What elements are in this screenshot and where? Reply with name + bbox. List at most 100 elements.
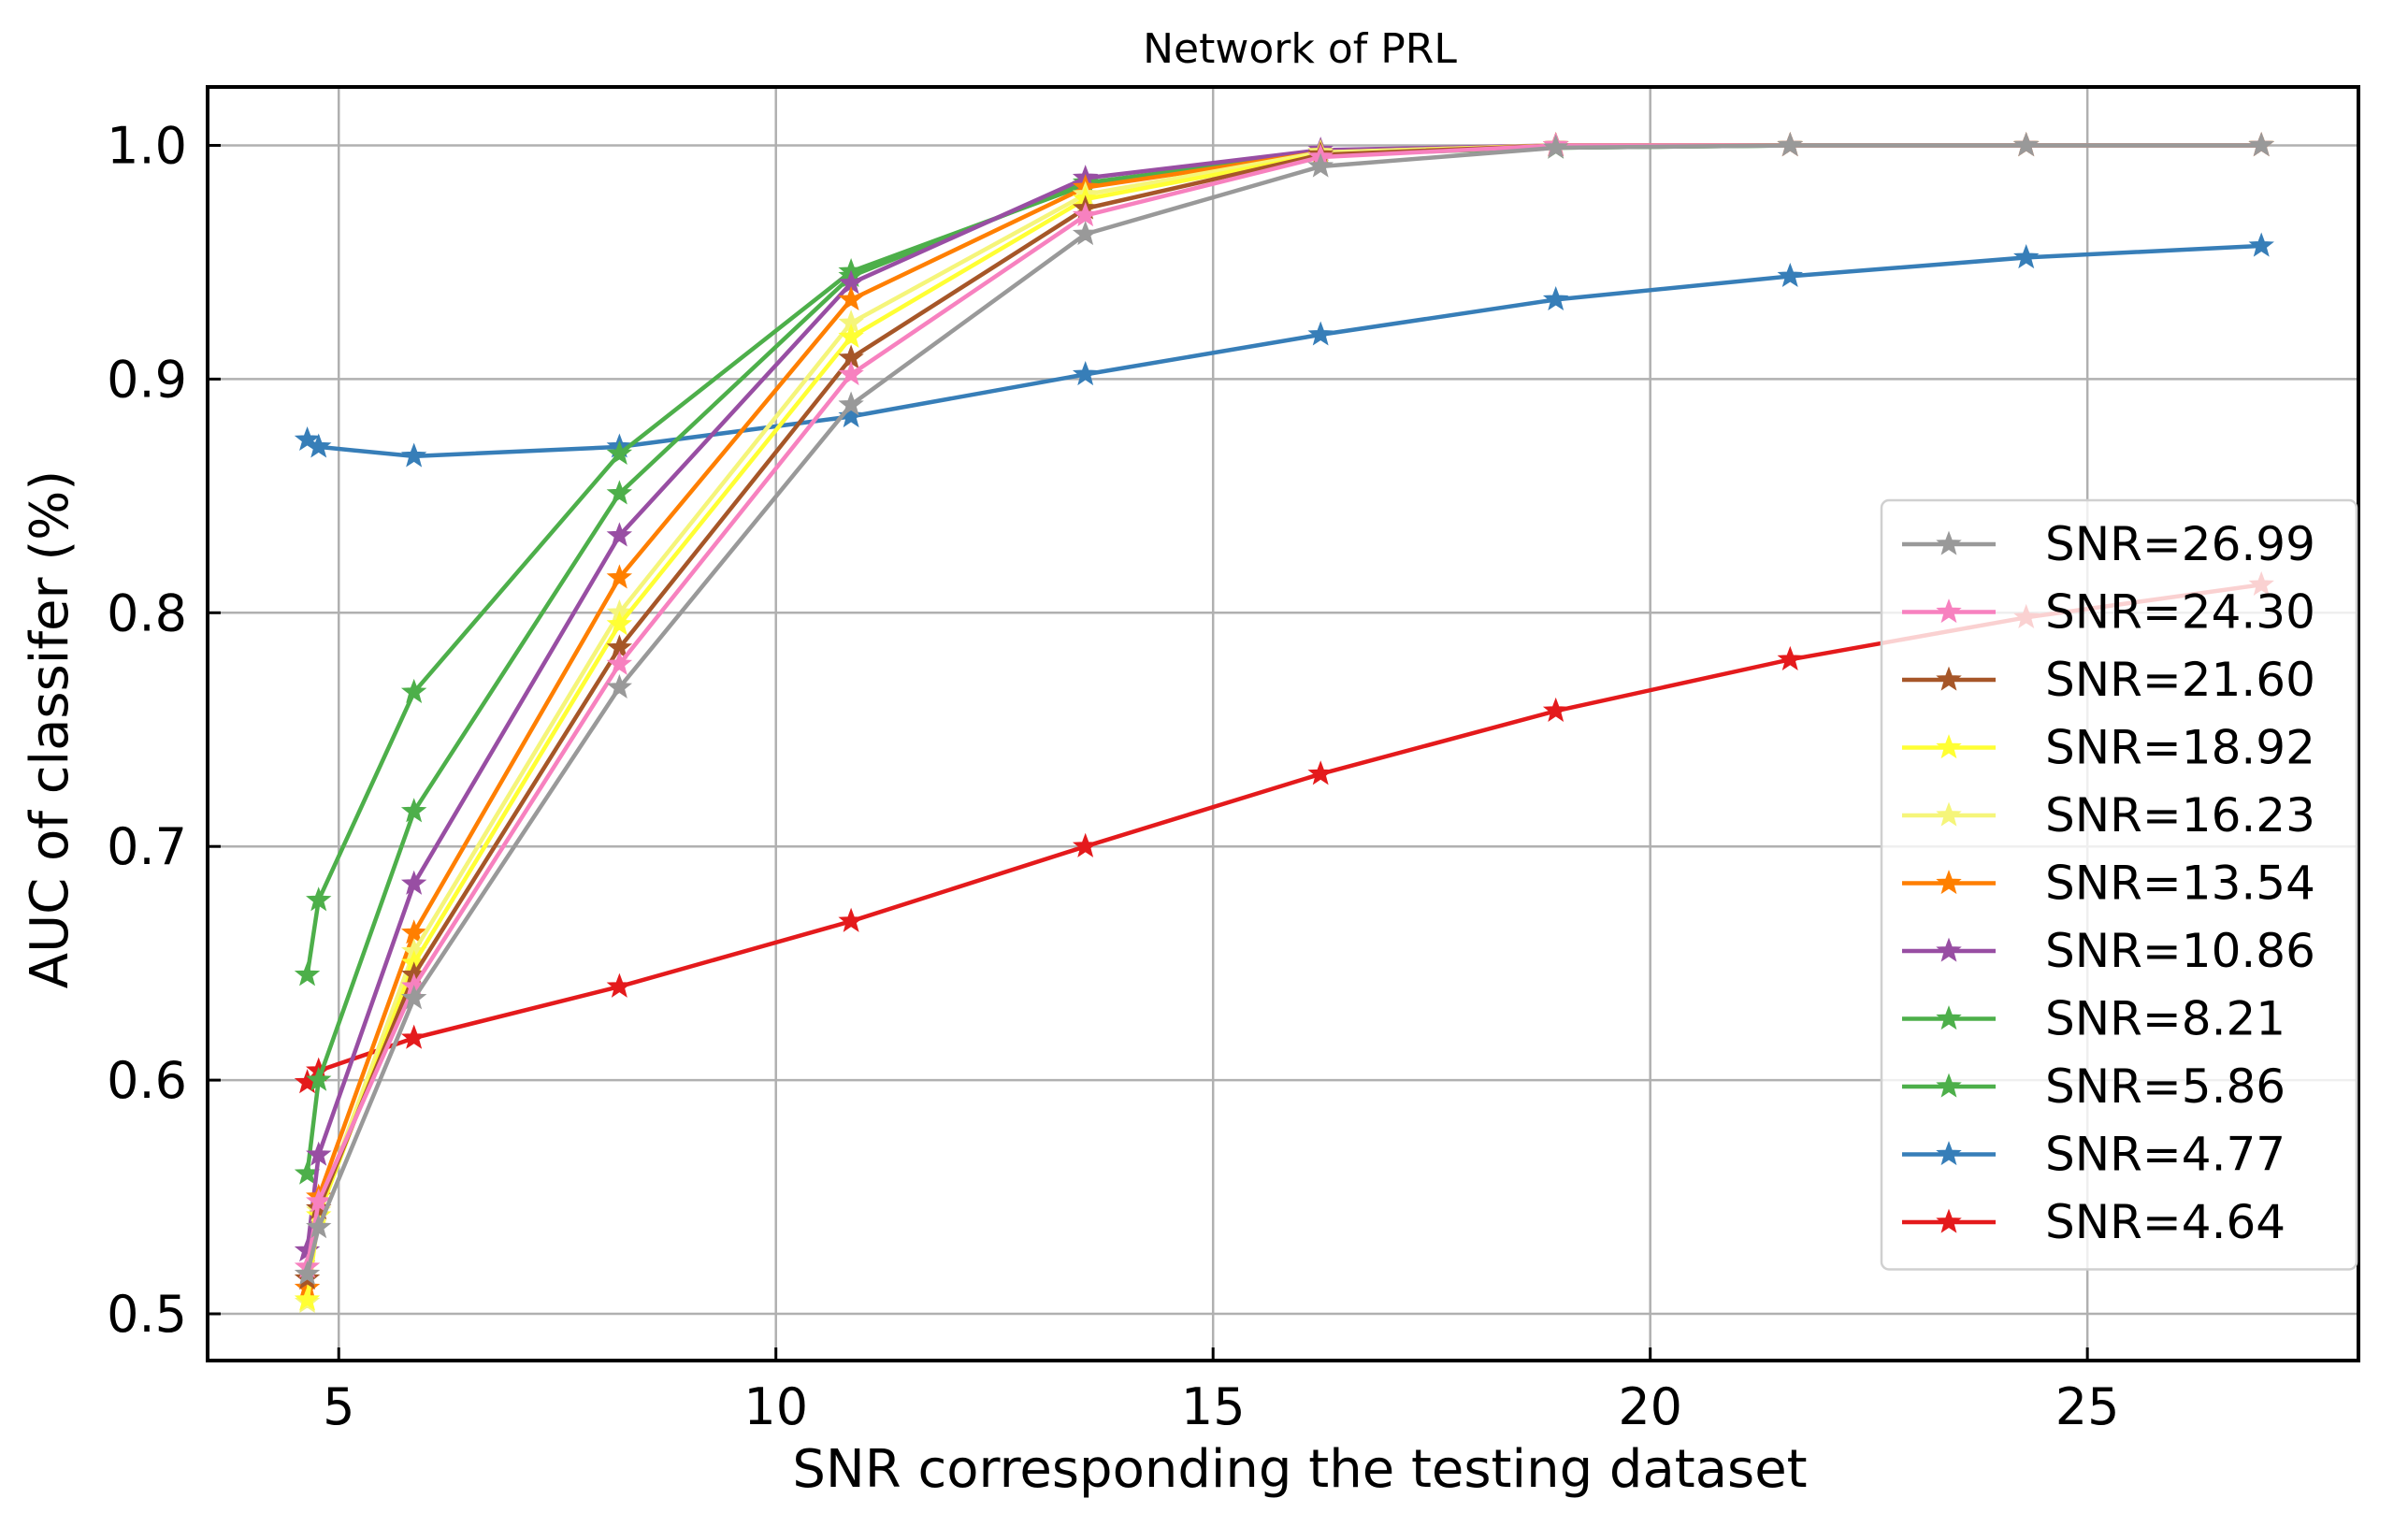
legend-item: SNR=4.77 (1902, 1128, 2285, 1182)
legend-swatch-marker (1936, 734, 1962, 759)
data-point (1307, 760, 1334, 785)
data-point (1072, 201, 1099, 227)
data-point (2013, 132, 2040, 157)
legend-swatch-marker (1936, 1005, 1962, 1030)
data-point (606, 522, 633, 547)
data-point (1542, 134, 1569, 159)
x-tick-label: 25 (2055, 1377, 2120, 1436)
data-point (294, 1260, 321, 1286)
legend-label: SNR=5.86 (2045, 1059, 2285, 1114)
y-tick-label: 1.0 (107, 116, 187, 175)
y-tick-label: 0.7 (107, 817, 187, 876)
y-tick-label: 0.6 (107, 1051, 187, 1110)
legend-swatch-marker (1936, 801, 1962, 827)
data-point (1777, 645, 1803, 670)
y-tick-label: 0.9 (107, 350, 187, 409)
data-point (838, 360, 864, 386)
data-point (1072, 832, 1099, 857)
series-line (306, 243, 2262, 459)
legend-item: SNR=26.99 (1902, 517, 2315, 571)
data-point (400, 442, 427, 468)
data-point (606, 611, 633, 636)
data-point (306, 1141, 332, 1166)
legend-label: SNR=21.60 (2045, 653, 2315, 707)
data-point (306, 433, 332, 458)
legend-label: SNR=18.92 (2045, 721, 2315, 775)
data-point (1542, 697, 1569, 722)
series-layer (294, 132, 2274, 1314)
legend-item: SNR=21.60 (1902, 653, 2315, 707)
data-point (400, 870, 427, 895)
data-point (838, 285, 864, 311)
data-point (1307, 321, 1334, 346)
legend-swatch-marker (1936, 1208, 1962, 1233)
data-point (1777, 262, 1803, 288)
series-snr-26-99 (294, 132, 2274, 1286)
data-point (306, 886, 332, 912)
data-point (2013, 243, 2040, 269)
data-point (400, 919, 427, 944)
y-tick-label: 0.5 (107, 1285, 187, 1344)
data-point (838, 907, 864, 932)
data-point (606, 564, 633, 589)
data-point (1307, 152, 1334, 178)
data-point (1542, 285, 1569, 311)
data-point (400, 798, 427, 823)
legend-item: SNR=24.30 (1902, 585, 2315, 640)
y-axis-label: AUC of classifer (%) (20, 470, 80, 988)
data-point (306, 1188, 332, 1213)
legend: SNR=26.99 SNR=24.30 SNR=21.60 SNR=18.92 SNR=… (1880, 498, 2358, 1271)
data-point (294, 425, 321, 452)
data-point (400, 1024, 427, 1049)
legend-item: SNR=10.86 (1902, 924, 2315, 978)
x-tick-label: 20 (1618, 1377, 1682, 1436)
chart-title: Network of PRL (1143, 25, 1457, 73)
x-axis-label: SNR corresponding the testing dataset (792, 1439, 1807, 1500)
legend-box (1880, 498, 2358, 1271)
legend-swatch-marker (1936, 870, 1962, 895)
data-point (294, 961, 321, 987)
legend-label: SNR=4.64 (2045, 1195, 2285, 1249)
legend-swatch-marker (1936, 1141, 1962, 1166)
data-point (606, 673, 633, 699)
data-point (1777, 132, 1803, 157)
legend-item: SNR=4.64 (1902, 1195, 2285, 1249)
data-point (400, 985, 427, 1010)
x-tick-label: 15 (1181, 1377, 1246, 1436)
data-point (2248, 132, 2274, 157)
legend-swatch-marker (1936, 598, 1962, 624)
legend-item: SNR=18.92 (1902, 721, 2315, 775)
legend-label: SNR=16.23 (2045, 788, 2315, 843)
data-point (606, 972, 633, 998)
data-point (606, 439, 633, 466)
data-point (306, 1066, 332, 1091)
data-point (1072, 360, 1099, 386)
y-tick-label: 0.8 (107, 583, 187, 642)
legend-item: SNR=5.86 (1902, 1059, 2285, 1114)
series-snr-4-77 (294, 232, 2274, 468)
legend-item: SNR=8.21 (1902, 992, 2285, 1046)
legend-swatch-marker (1936, 937, 1962, 962)
data-point (306, 1214, 332, 1239)
legend-label: SNR=13.54 (2045, 857, 2315, 911)
data-point (400, 678, 427, 703)
data-point (606, 650, 633, 675)
legend-label: SNR=26.99 (2045, 517, 2315, 571)
data-point (294, 1286, 321, 1311)
data-point (1072, 220, 1099, 246)
legend-swatch-marker (1936, 666, 1962, 691)
x-tick-label: 10 (743, 1377, 808, 1436)
x-tick-label: 5 (323, 1377, 354, 1436)
legend-swatch-marker (1936, 530, 1962, 555)
legend-item: SNR=13.54 (1902, 857, 2315, 911)
data-point (838, 391, 864, 416)
legend-item: SNR=16.23 (1902, 788, 2315, 843)
data-point (2248, 232, 2274, 257)
legend-label: SNR=24.30 (2045, 585, 2315, 640)
plot-frame (206, 85, 2360, 1362)
legend-label: SNR=8.21 (2045, 992, 2285, 1046)
y-axis-ticks: 0.5 0.6 0.7 0.8 0.9 1.0 (107, 116, 221, 1344)
legend-label: SNR=4.77 (2045, 1128, 2285, 1182)
legend-label: SNR=10.86 (2045, 924, 2315, 978)
